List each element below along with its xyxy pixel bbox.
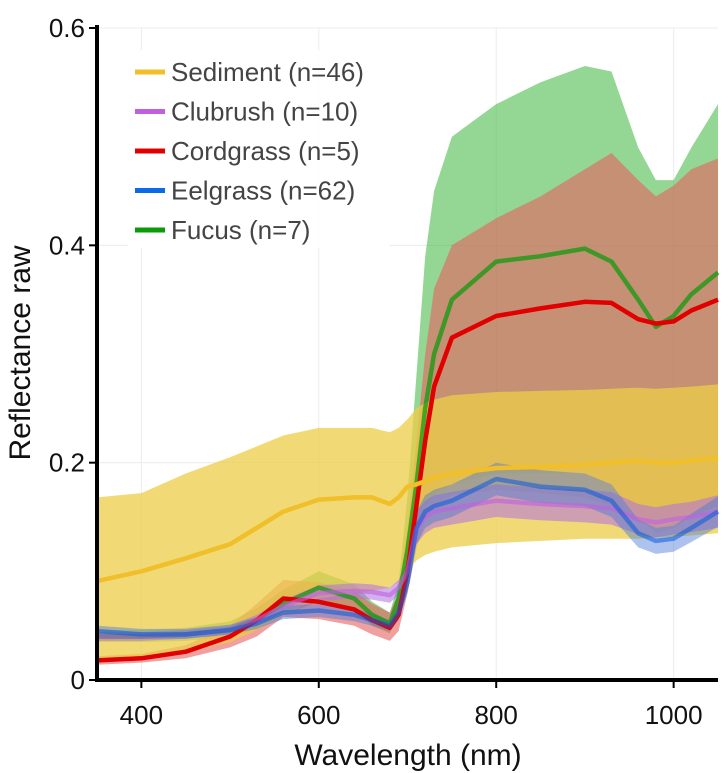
x-tick-label-1: 600 (297, 700, 340, 730)
x-tick-label-2: 800 (475, 700, 518, 730)
series-lines (96, 246, 720, 663)
y-tick-label-2: 0.4 (49, 230, 85, 260)
x-axis-title: Wavelength (nm) (294, 739, 521, 772)
x-tick-label-3: 1000 (645, 700, 703, 730)
y-tick-label-3: 0.6 (49, 13, 85, 43)
legend-label-2: Cordgrass (n=5) (171, 136, 360, 166)
legend-background (128, 50, 390, 248)
x-tick-label-0: 400 (120, 700, 163, 730)
legend-label-1: Clubrush (n=10) (171, 97, 358, 127)
legend-label-4: Fucus (n=7) (171, 215, 310, 245)
line-sediment-n-46 (96, 456, 719, 584)
y-tick-label-0: 0 (71, 665, 85, 695)
axes (95, 25, 718, 682)
legend-label-3: Eelgrass (n=62) (171, 176, 355, 206)
y-axis-title: Reflectance raw (4, 245, 37, 460)
legend: Sediment (n=46) Clubrush (n=10) Cordgrass … (128, 50, 390, 248)
band-sediment-n-46 (97, 384, 718, 661)
line-eelgrass-n-62 (96, 476, 720, 637)
tick-labels: 400 600 800 1000 0 0.2 0.4 0.6 (49, 13, 703, 730)
legend-label-0: Sediment (n=46) (171, 57, 364, 87)
y-tick-label-1: 0.2 (49, 448, 85, 478)
band-cordgrass-n-5 (97, 153, 718, 665)
